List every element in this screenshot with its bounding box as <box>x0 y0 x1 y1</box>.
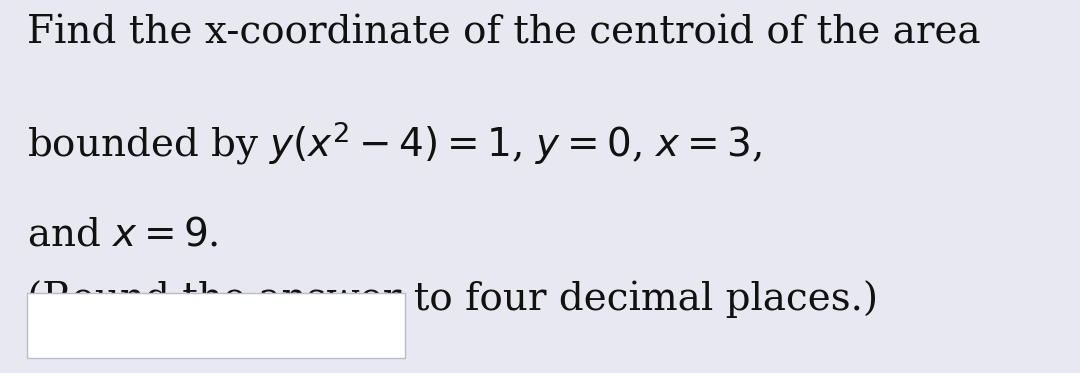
Text: (Round the answer to four decimal places.): (Round the answer to four decimal places… <box>27 280 878 318</box>
FancyBboxPatch shape <box>27 293 405 358</box>
Text: and $x = 9$.: and $x = 9$. <box>27 216 218 253</box>
Text: bounded by $y(x^2 - 4) = 1$, $y = 0$, $x = 3$,: bounded by $y(x^2 - 4) = 1$, $y = 0$, $x… <box>27 119 761 167</box>
Text: Find the x-coordinate of the centroid of the area: Find the x-coordinate of the centroid of… <box>27 15 981 52</box>
